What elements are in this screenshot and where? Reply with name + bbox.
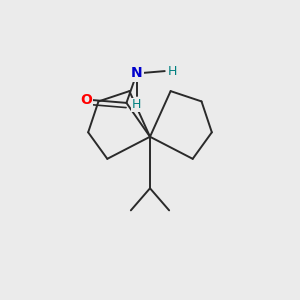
Text: N: N (131, 66, 142, 80)
Text: H: H (168, 64, 177, 78)
Text: O: O (80, 93, 92, 107)
Text: H: H (132, 98, 141, 112)
